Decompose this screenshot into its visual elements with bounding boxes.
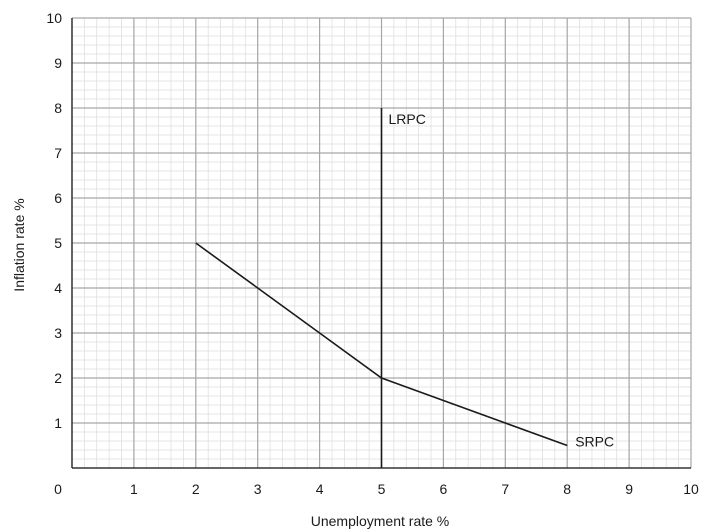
y-tick-label: 8 — [54, 100, 62, 116]
y-tick-label: 7 — [54, 145, 62, 161]
x-tick-label: 0 — [54, 481, 62, 497]
y-tick-label: 6 — [54, 190, 62, 206]
y-tick-label: 4 — [54, 280, 62, 296]
x-tick-label: 1 — [130, 481, 138, 497]
y-tick-label: 1 — [54, 415, 62, 431]
x-tick-label: 7 — [501, 481, 509, 497]
y-tick-label: 10 — [46, 10, 62, 26]
x-tick-label: 9 — [625, 481, 633, 497]
y-tick-label: 5 — [54, 235, 62, 251]
series-labels: LRPC SRPC — [389, 111, 615, 450]
series-label-srpc: SRPC — [575, 434, 614, 450]
y-tick-label: 3 — [54, 325, 62, 341]
x-axis-title: Unemployment rate % — [311, 513, 450, 529]
y-tick-label: 9 — [54, 55, 62, 71]
x-tick-label: 5 — [378, 481, 386, 497]
x-tick-label: 3 — [254, 481, 262, 497]
y-axis-title: Inflation rate % — [11, 198, 27, 291]
x-tick-labels: 0 1 2 3 4 5 6 7 8 9 10 — [54, 481, 699, 497]
series-label-lrpc: LRPC — [389, 111, 426, 127]
x-tick-label: 2 — [192, 481, 200, 497]
x-tick-label: 8 — [563, 481, 571, 497]
y-tick-label: 2 — [54, 370, 62, 386]
x-tick-label: 10 — [683, 481, 699, 497]
y-tick-labels: 1 2 3 4 5 6 7 8 9 10 — [46, 10, 62, 431]
series-lines — [195, 108, 568, 468]
x-tick-label: 6 — [440, 481, 448, 497]
x-tick-label: 4 — [316, 481, 324, 497]
